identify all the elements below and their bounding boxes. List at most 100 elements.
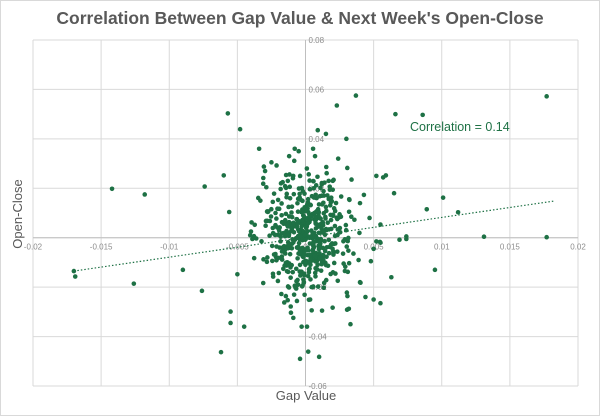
cluster-point bbox=[335, 249, 340, 254]
cluster-point bbox=[333, 200, 339, 206]
cluster-point bbox=[310, 230, 315, 236]
cluster-point bbox=[261, 175, 266, 181]
cluster-point bbox=[284, 191, 290, 197]
cluster-point bbox=[291, 292, 297, 297]
cluster-point bbox=[335, 278, 341, 284]
data-point bbox=[248, 229, 254, 234]
cluster-point bbox=[341, 261, 346, 266]
data-point bbox=[544, 234, 549, 240]
cluster-point bbox=[313, 214, 318, 219]
cluster-point bbox=[295, 209, 301, 214]
cluster-point bbox=[318, 185, 323, 191]
cluster-point bbox=[283, 185, 289, 191]
y-tick-label: -0.06 bbox=[309, 382, 328, 391]
cluster-point bbox=[295, 256, 300, 261]
y-tick-label: 0.08 bbox=[309, 36, 325, 45]
cluster-point bbox=[308, 277, 313, 282]
data-point bbox=[363, 294, 368, 300]
cluster-point bbox=[294, 220, 300, 226]
data-point bbox=[371, 246, 376, 252]
data-point bbox=[335, 156, 341, 161]
cluster-point bbox=[272, 232, 278, 238]
cluster-point bbox=[331, 177, 336, 183]
cluster-point bbox=[312, 253, 318, 259]
cluster-point bbox=[346, 306, 352, 312]
data-point bbox=[235, 271, 240, 277]
cluster-point bbox=[305, 228, 310, 234]
data-point bbox=[353, 93, 359, 98]
cluster-point bbox=[335, 232, 340, 238]
cluster-point bbox=[329, 226, 334, 232]
cluster-point bbox=[315, 284, 321, 289]
cluster-point bbox=[268, 214, 274, 219]
cluster-point bbox=[287, 251, 293, 257]
cluster-point bbox=[274, 258, 279, 263]
x-tick-label: -0.01 bbox=[160, 243, 179, 252]
cluster-point bbox=[279, 291, 284, 297]
cluster-point bbox=[361, 192, 367, 198]
data-point bbox=[432, 267, 438, 273]
cluster-point bbox=[267, 218, 273, 224]
data-point bbox=[305, 349, 311, 354]
cluster-point bbox=[228, 309, 233, 314]
cluster-point bbox=[352, 217, 357, 223]
cluster-point bbox=[282, 217, 288, 223]
cluster-point bbox=[301, 277, 306, 282]
cluster-point bbox=[288, 310, 294, 316]
cluster-point bbox=[345, 165, 350, 171]
data-point bbox=[544, 94, 549, 99]
data-point bbox=[286, 153, 292, 159]
data-point bbox=[346, 209, 352, 215]
y-tick-label: 0.06 bbox=[309, 85, 325, 94]
data-point bbox=[225, 111, 231, 116]
cluster-point bbox=[289, 214, 295, 220]
cluster-point bbox=[302, 292, 307, 298]
cluster-point bbox=[321, 188, 326, 194]
cluster-point bbox=[305, 273, 311, 279]
cluster-point bbox=[278, 186, 283, 192]
cluster-point bbox=[252, 222, 258, 228]
cluster-point bbox=[310, 241, 316, 247]
data-point bbox=[481, 234, 487, 240]
cluster-point bbox=[323, 204, 329, 210]
cluster-point bbox=[263, 218, 269, 224]
cluster-point bbox=[347, 197, 352, 203]
cluster-point bbox=[308, 214, 314, 220]
cluster-point bbox=[346, 260, 352, 266]
cluster-point bbox=[324, 254, 329, 260]
cluster-point bbox=[346, 235, 351, 241]
cluster-point bbox=[313, 183, 319, 188]
cluster-point bbox=[299, 224, 305, 229]
cluster-point bbox=[279, 213, 284, 218]
cluster-point bbox=[306, 267, 312, 272]
cluster-point bbox=[317, 256, 323, 262]
cluster-point bbox=[264, 259, 270, 265]
cluster-point bbox=[294, 278, 299, 284]
data-point bbox=[237, 126, 243, 132]
cluster-point bbox=[299, 284, 305, 289]
data-point bbox=[218, 349, 224, 355]
cluster-point bbox=[287, 184, 293, 190]
data-point bbox=[367, 215, 372, 221]
data-points bbox=[71, 93, 549, 362]
cluster-point bbox=[344, 244, 350, 249]
cluster-point bbox=[265, 209, 271, 215]
cluster-point bbox=[284, 268, 290, 274]
data-point bbox=[374, 239, 379, 244]
cluster-point bbox=[279, 201, 284, 206]
data-point bbox=[109, 186, 115, 192]
cluster-point bbox=[284, 222, 290, 227]
cluster-point bbox=[313, 226, 319, 231]
cluster-point bbox=[315, 262, 320, 268]
cluster-point bbox=[279, 254, 285, 259]
cluster-point bbox=[313, 274, 318, 279]
cluster-point bbox=[303, 248, 309, 253]
cluster-point bbox=[318, 241, 323, 246]
cluster-point bbox=[285, 297, 291, 303]
data-point bbox=[440, 195, 446, 200]
cluster-point bbox=[290, 269, 296, 275]
data-point bbox=[180, 267, 186, 273]
cluster-point bbox=[284, 194, 289, 200]
cluster-point bbox=[270, 271, 276, 277]
cluster-point bbox=[288, 275, 293, 280]
